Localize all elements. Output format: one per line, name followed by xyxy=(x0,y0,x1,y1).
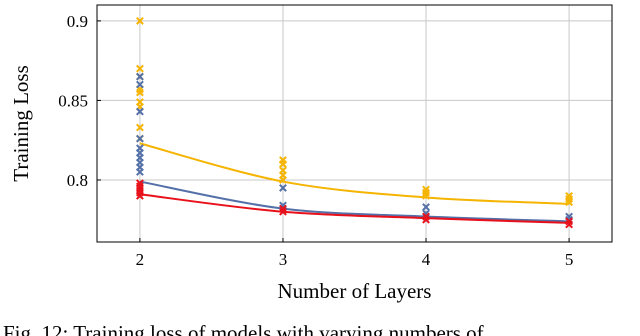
y-tick-label: 0.8 xyxy=(67,171,88,190)
y-tick-label: 0.9 xyxy=(67,12,88,31)
point-marker xyxy=(279,184,287,192)
point-marker xyxy=(136,16,144,25)
point-marker xyxy=(136,80,144,89)
mean-line xyxy=(139,193,570,224)
figure-caption: Fig. 12: Training loss of models with va… xyxy=(3,321,484,336)
mean-line xyxy=(139,142,570,205)
x-tick-label: 3 xyxy=(279,250,288,269)
point-marker xyxy=(422,203,430,211)
plot-frame xyxy=(96,4,613,243)
x-tick-label: 4 xyxy=(422,250,431,269)
point-marker xyxy=(136,72,144,81)
point-marker xyxy=(136,88,144,97)
point-marker xyxy=(136,64,144,73)
point-marker xyxy=(136,107,144,116)
mean-line xyxy=(139,180,570,223)
x-tick-label: 5 xyxy=(565,250,574,269)
point-marker xyxy=(279,160,287,168)
y-tick-label: 0.85 xyxy=(58,91,88,110)
x-tick-label: 2 xyxy=(136,250,145,269)
point-marker xyxy=(136,134,144,143)
y-axis-label: Training Loss xyxy=(9,65,33,182)
point-marker xyxy=(136,168,144,176)
x-axis-label: Number of Layers xyxy=(278,279,432,303)
point-marker xyxy=(136,123,144,132)
